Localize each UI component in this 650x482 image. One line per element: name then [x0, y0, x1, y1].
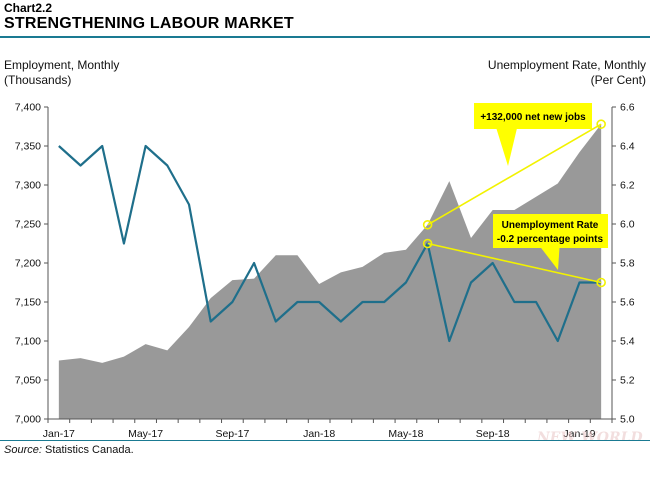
right-tick-label: 5.2: [620, 375, 635, 387]
x-tick-label: Jan-17: [43, 428, 75, 440]
left-tick-label: 7,000: [15, 414, 41, 426]
jobs-callout-text: +132,000 net new jobs: [480, 112, 586, 123]
left-tick-label: 7,200: [15, 258, 41, 270]
right-tick-label: 5.0: [620, 414, 635, 426]
left-tick-label: 7,100: [15, 336, 41, 348]
right-tick-label: 6.2: [620, 180, 635, 192]
left-tick-label: 7,400: [15, 102, 41, 114]
right-tick-label: 5.6: [620, 297, 635, 309]
labour-market-chart: 7,000 7,050 7,100 7,150 7,200 7,250 7,300 7,350…: [15, 102, 644, 441]
left-tick-label: 7,350: [15, 141, 41, 153]
annotation-start-marker: [422, 219, 433, 230]
chart-number: Chart2.2: [4, 1, 53, 15]
title-rule: [0, 36, 650, 38]
annotation-start-marker: [422, 238, 433, 249]
source-note: Source: Statistics Canada.: [4, 444, 134, 456]
left-axis-title-line2: (Thousands): [4, 73, 72, 87]
right-tick-label: 5.8: [620, 258, 635, 270]
right-tick-label: 6.4: [620, 141, 635, 153]
watermark-logo: NEW WORLD: [536, 430, 643, 440]
annotation-end-marker: [596, 119, 606, 129]
left-axis-title-line1: Employment, Monthly: [4, 58, 120, 72]
right-tick-label: 5.4: [620, 336, 635, 348]
annotation-connector: [427, 242, 602, 284]
right-tick-label: 6.6: [620, 102, 635, 114]
right-axis-title: Unemployment Rate, Monthly (Per Cent): [488, 58, 646, 88]
x-tick-label: Sep-18: [476, 428, 510, 440]
unemployment-line: [58, 144, 602, 343]
footer-rule: [0, 440, 650, 441]
right-axis-title-line1: Unemployment Rate, Monthly: [487, 58, 646, 72]
unemployment-callout-text-line2: -0.2 percentage points: [497, 234, 604, 245]
x-tick-label: Sep-17: [215, 428, 249, 440]
x-tick-label: Jan-18: [303, 428, 335, 440]
right-axis-title-line2: (Per Cent): [590, 73, 646, 87]
jobs-callout-pointer: [495, 124, 518, 166]
x-tick-label: Jan-19: [563, 428, 595, 440]
right-tick-label: 6.0: [620, 219, 635, 231]
source-text: Statistics Canada.: [41, 444, 134, 456]
x-tick-label: May-17: [128, 428, 163, 440]
annotation-end-marker: [596, 277, 606, 288]
left-axis-title: Employment, Monthly (Thousands): [4, 58, 119, 88]
chart-title: STRENGTHENING LABOUR MARKET: [4, 15, 294, 32]
left-tick-label: 7,250: [15, 219, 41, 231]
x-tick-label: May-18: [388, 428, 423, 440]
employment-area: [58, 124, 602, 419]
jobs-callout-box: [474, 103, 592, 129]
unemployment-callout-box: [493, 214, 608, 248]
left-tick-label: 7,300: [15, 180, 41, 192]
left-tick-label: 7,150: [15, 297, 41, 309]
annotation-connector: [427, 123, 602, 226]
source-label: Source:: [4, 444, 42, 456]
left-tick-label: 7,050: [15, 375, 41, 387]
unemployment-callout-text-line1: Unemployment Rate: [502, 220, 599, 231]
